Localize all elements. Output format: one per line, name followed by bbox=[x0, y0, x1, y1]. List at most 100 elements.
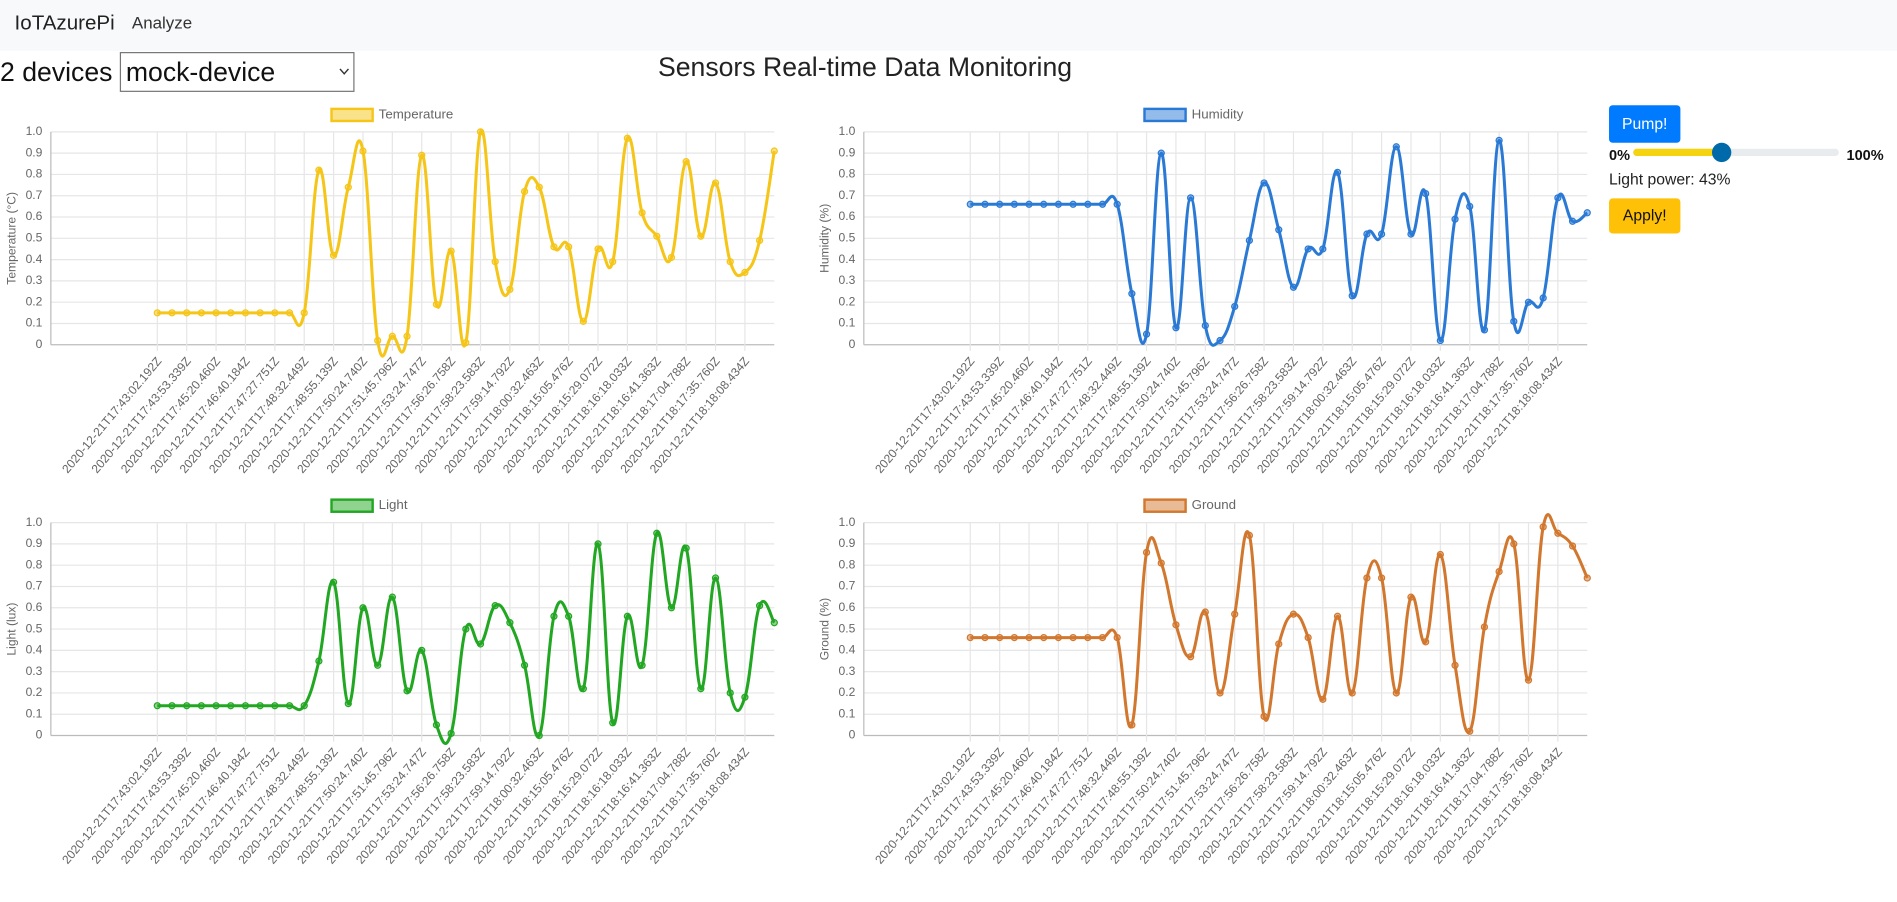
point bbox=[996, 200, 1004, 208]
y-tick-label: 0.2 bbox=[839, 294, 856, 308]
point bbox=[520, 187, 529, 196]
y-tick-label: 0.9 bbox=[839, 536, 856, 550]
y-axis-label: Ground (%) bbox=[817, 598, 831, 660]
point bbox=[1157, 149, 1165, 157]
point bbox=[565, 243, 573, 251]
point bbox=[535, 183, 543, 191]
point bbox=[1451, 215, 1459, 223]
legend-label: Ground bbox=[1192, 497, 1236, 512]
point bbox=[1554, 529, 1562, 537]
point bbox=[1524, 298, 1533, 306]
point bbox=[741, 693, 749, 701]
point bbox=[1554, 194, 1562, 202]
point bbox=[1010, 200, 1018, 208]
legend-swatch bbox=[1143, 498, 1187, 513]
y-tick-label: 0.8 bbox=[26, 167, 43, 181]
point bbox=[1466, 202, 1474, 211]
point bbox=[1304, 633, 1312, 642]
slider-min-label: 0% bbox=[1609, 148, 1630, 164]
point bbox=[1289, 610, 1298, 618]
select-chevron bbox=[339, 68, 350, 75]
apply-button[interactable] bbox=[1609, 198, 1681, 234]
point bbox=[1583, 574, 1591, 582]
device-select[interactable] bbox=[119, 52, 355, 92]
page-title: Sensors Real-time Data Monitoring bbox=[658, 52, 1072, 82]
point bbox=[432, 721, 441, 729]
point bbox=[256, 702, 264, 710]
point bbox=[1172, 621, 1180, 629]
line bbox=[970, 138, 1589, 347]
pump-button[interactable] bbox=[1609, 105, 1681, 143]
point bbox=[623, 134, 632, 142]
point bbox=[300, 702, 308, 710]
point bbox=[300, 309, 308, 317]
point bbox=[1054, 200, 1063, 208]
nav-link[interactable]: Analyze bbox=[132, 14, 192, 33]
line bbox=[157, 128, 776, 358]
point bbox=[1275, 640, 1283, 648]
point bbox=[476, 128, 485, 136]
point bbox=[1098, 200, 1107, 208]
device-select-value: mock-device bbox=[126, 57, 275, 87]
point bbox=[1275, 226, 1283, 234]
brand[interactable]: IoTAzurePi bbox=[15, 12, 115, 35]
line bbox=[970, 513, 1589, 734]
point bbox=[271, 309, 279, 317]
pump-button-label: Pump! bbox=[1622, 116, 1667, 133]
point bbox=[1231, 302, 1239, 311]
point bbox=[168, 309, 176, 317]
point bbox=[1084, 200, 1092, 208]
point bbox=[1333, 612, 1342, 620]
point bbox=[1010, 633, 1018, 642]
point bbox=[1216, 689, 1224, 697]
point bbox=[1069, 633, 1077, 642]
point bbox=[1319, 695, 1327, 703]
legend-label: Humidity bbox=[1192, 106, 1244, 121]
point bbox=[212, 702, 220, 710]
point bbox=[770, 619, 778, 627]
apply-button-label: Apply! bbox=[1623, 208, 1667, 225]
y-tick-label: 1.0 bbox=[839, 124, 856, 138]
point bbox=[491, 258, 499, 266]
point bbox=[1304, 245, 1312, 253]
point bbox=[609, 719, 617, 727]
point bbox=[1040, 633, 1048, 642]
point bbox=[1216, 336, 1224, 345]
point bbox=[711, 574, 720, 582]
point bbox=[1510, 317, 1518, 325]
point bbox=[1260, 179, 1268, 187]
y-tick-label: 0.3 bbox=[26, 273, 43, 287]
point bbox=[520, 661, 529, 669]
y-tick-label: 0 bbox=[36, 728, 43, 742]
point bbox=[1201, 321, 1209, 330]
point bbox=[1333, 168, 1342, 176]
point bbox=[168, 702, 176, 710]
y-tick-label: 0.1 bbox=[839, 316, 856, 330]
y-tick-label: 1.0 bbox=[26, 515, 43, 529]
point bbox=[1084, 633, 1092, 642]
point bbox=[697, 232, 705, 240]
y-axis-label: Humidity (%) bbox=[817, 204, 831, 273]
point bbox=[770, 147, 778, 155]
slider-knob[interactable] bbox=[1711, 142, 1732, 163]
y-tick-label: 0.4 bbox=[26, 643, 43, 657]
point bbox=[462, 339, 470, 347]
point bbox=[506, 285, 514, 294]
legend-swatch bbox=[1143, 107, 1187, 123]
point bbox=[1142, 330, 1151, 338]
point bbox=[212, 309, 220, 317]
point bbox=[1363, 230, 1371, 238]
y-tick-label: 0.2 bbox=[26, 294, 43, 308]
point bbox=[1363, 574, 1371, 582]
point bbox=[153, 309, 161, 317]
point bbox=[1260, 712, 1268, 721]
point bbox=[1392, 689, 1400, 697]
y-tick-label: 0.8 bbox=[26, 557, 43, 571]
point bbox=[550, 612, 558, 620]
point bbox=[1436, 336, 1444, 345]
point bbox=[981, 200, 989, 208]
device-count: 2 devices bbox=[0, 57, 112, 87]
y-tick-label: 0.7 bbox=[839, 188, 856, 202]
y-tick-label: 0.9 bbox=[26, 536, 43, 550]
navbar bbox=[0, 0, 1897, 51]
